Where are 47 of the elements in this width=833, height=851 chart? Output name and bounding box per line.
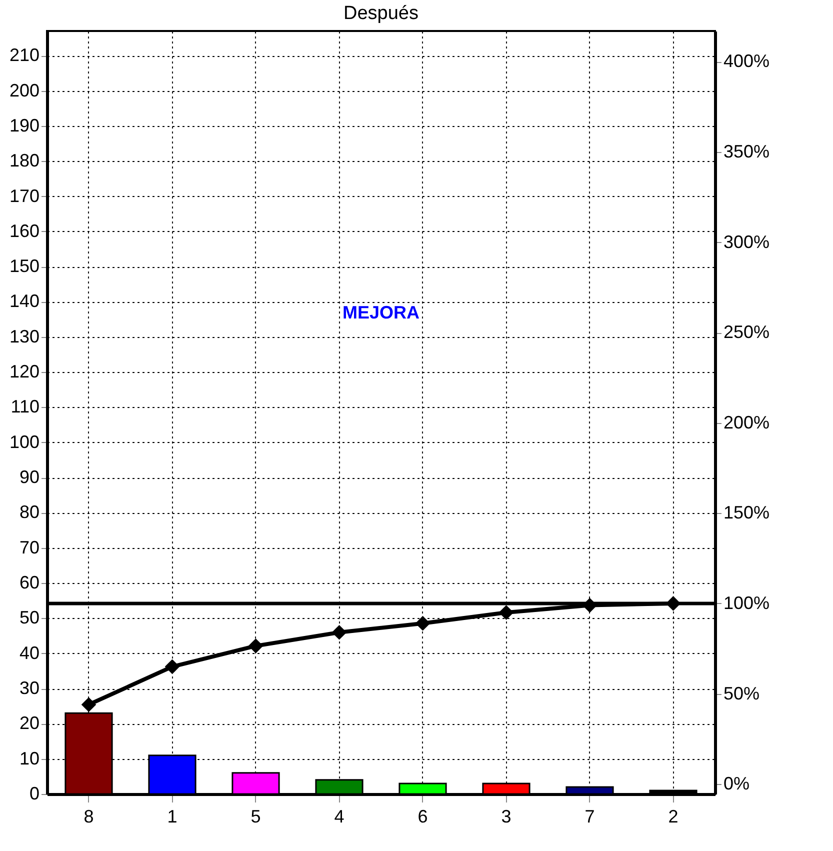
y-tick-label: 170 xyxy=(9,186,40,206)
y-tick-label: 190 xyxy=(9,115,40,136)
y-tick-label: 130 xyxy=(9,326,40,346)
point xyxy=(332,624,347,640)
y-tick-label: 40 xyxy=(19,642,40,663)
y-tick-label: 80 xyxy=(19,502,40,522)
y-tick-label: 10 xyxy=(19,748,40,768)
y2-tick-label: 250% xyxy=(724,322,770,342)
y-tick-label: 70 xyxy=(19,537,40,558)
y2-tick-label: 150% xyxy=(724,502,770,523)
x-tick-label: 7 xyxy=(584,806,595,826)
y2-tick-label: 50% xyxy=(724,683,760,704)
y-tick-label: 160 xyxy=(9,220,40,241)
y-tick-label: 60 xyxy=(19,572,40,593)
x-tick-label: 1 xyxy=(167,806,178,826)
x-tick-label: 2 xyxy=(668,806,678,826)
y2-tick-label: 300% xyxy=(724,232,770,252)
y2-tick-label: 200% xyxy=(724,412,770,432)
y-tick-label: 0 xyxy=(29,784,40,804)
y-tick-label: 180 xyxy=(9,150,40,171)
y-tick-label: 140 xyxy=(9,291,40,312)
point xyxy=(164,659,180,674)
point xyxy=(415,616,430,631)
y-tick-label: 120 xyxy=(9,362,40,382)
x-tick-label: 4 xyxy=(334,806,344,826)
annotation: MEJORA xyxy=(342,302,420,322)
y-tick-label: 100 xyxy=(9,432,40,452)
y-tick-label: 20 xyxy=(19,713,40,734)
point xyxy=(498,605,514,620)
y-tick-label: 90 xyxy=(19,467,40,488)
x-tick-label: 8 xyxy=(84,806,94,826)
chart-title: Después xyxy=(344,3,418,24)
point xyxy=(248,638,264,654)
y-tick-label: 210 xyxy=(9,45,40,66)
x-tick-label: 3 xyxy=(501,806,512,826)
x-tick-label: 6 xyxy=(418,806,428,826)
y-tick-label: 30 xyxy=(19,678,40,698)
y-tick-label: 110 xyxy=(10,396,40,417)
y-tick-label: 200 xyxy=(9,80,40,100)
y2-tick-label: 100% xyxy=(724,592,770,613)
y-tick-label: 50 xyxy=(19,608,40,628)
x-tick-label: 5 xyxy=(250,806,261,826)
point xyxy=(81,697,96,712)
y2-tick-label: 350% xyxy=(724,141,770,162)
y2-tick-label: 400% xyxy=(724,51,770,72)
y2-tick-label: 0% xyxy=(724,774,750,794)
y-tick-label: 150 xyxy=(9,256,40,276)
